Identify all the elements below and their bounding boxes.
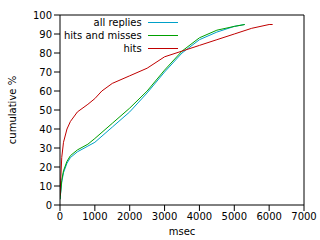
svg-text:90: 90: [39, 29, 52, 40]
svg-text:7000: 7000: [291, 211, 312, 222]
svg-text:30: 30: [39, 143, 52, 154]
svg-text:0: 0: [46, 200, 52, 211]
svg-text:10: 10: [39, 181, 52, 192]
svg-text:60: 60: [39, 86, 52, 97]
html-text:hits: hits: [123, 43, 142, 54]
svg-text:3000: 3000: [152, 211, 177, 222]
svg-text:6000: 6000: [256, 211, 281, 222]
svg-text:1000: 1000: [82, 211, 107, 222]
html-text:all replies: all replies: [93, 17, 142, 28]
svg-text:0: 0: [57, 211, 63, 222]
html-text:hits and misses: hits and misses: [64, 30, 142, 41]
svg-text:5000: 5000: [222, 211, 247, 222]
svg-text:cumulative %: cumulative %: [8, 76, 18, 144]
svg-text:50: 50: [39, 105, 52, 116]
svg-text:80: 80: [39, 48, 52, 59]
svg-text:4000: 4000: [187, 211, 212, 222]
svg-text:100: 100: [33, 10, 52, 21]
svg-text:70: 70: [39, 67, 52, 78]
svg-text:msec: msec: [169, 226, 196, 237]
svg-text:40: 40: [39, 124, 52, 135]
svg-text:20: 20: [39, 162, 52, 173]
svg-text:2000: 2000: [117, 211, 142, 222]
